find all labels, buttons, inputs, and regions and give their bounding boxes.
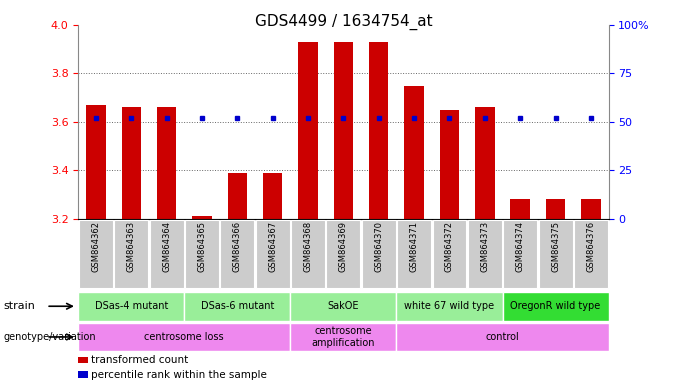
Bar: [468, 220, 502, 288]
Bar: [546, 200, 565, 219]
Bar: [405, 86, 424, 219]
Bar: [396, 292, 503, 321]
Bar: [503, 220, 537, 288]
Text: GSM864375: GSM864375: [551, 221, 560, 272]
Text: GSM864376: GSM864376: [586, 221, 596, 272]
Text: SakOE: SakOE: [328, 301, 359, 311]
Bar: [334, 42, 353, 219]
Text: GDS4499 / 1634754_at: GDS4499 / 1634754_at: [254, 13, 432, 30]
Bar: [150, 220, 184, 288]
Bar: [184, 292, 290, 321]
Bar: [79, 220, 113, 288]
Bar: [78, 371, 88, 378]
Bar: [475, 108, 494, 219]
Text: strain: strain: [3, 301, 35, 311]
Bar: [228, 173, 247, 219]
Bar: [581, 200, 600, 219]
Bar: [299, 42, 318, 219]
Bar: [192, 217, 211, 219]
Text: GSM864369: GSM864369: [339, 221, 348, 272]
Text: GSM864371: GSM864371: [409, 221, 419, 272]
Bar: [397, 220, 431, 288]
Bar: [539, 220, 573, 288]
Bar: [440, 110, 459, 219]
Text: DSas-4 mutant: DSas-4 mutant: [95, 301, 168, 311]
Text: OregonR wild type: OregonR wild type: [511, 301, 600, 311]
Text: GSM864370: GSM864370: [374, 221, 384, 272]
Text: centrosome
amplification: centrosome amplification: [311, 326, 375, 348]
Text: GSM864372: GSM864372: [445, 221, 454, 272]
Text: GSM864374: GSM864374: [515, 221, 525, 272]
Bar: [503, 292, 609, 321]
Bar: [291, 220, 325, 288]
Bar: [432, 220, 466, 288]
Text: GSM864365: GSM864365: [197, 221, 207, 272]
Text: GSM864362: GSM864362: [91, 221, 101, 272]
Bar: [574, 220, 608, 288]
Text: white 67 wild type: white 67 wild type: [405, 301, 494, 311]
Text: GSM864364: GSM864364: [162, 221, 171, 272]
Text: percentile rank within the sample: percentile rank within the sample: [91, 369, 267, 380]
Bar: [396, 323, 609, 351]
Bar: [78, 323, 290, 351]
Text: DSas-6 mutant: DSas-6 mutant: [201, 301, 274, 311]
Text: GSM864366: GSM864366: [233, 221, 242, 272]
Bar: [122, 108, 141, 219]
Bar: [326, 220, 360, 288]
Bar: [114, 220, 148, 288]
Bar: [78, 357, 88, 363]
Bar: [290, 323, 396, 351]
Text: transformed count: transformed count: [91, 355, 189, 365]
Bar: [256, 220, 290, 288]
Bar: [220, 220, 254, 288]
Text: GSM864368: GSM864368: [303, 221, 313, 272]
Bar: [511, 200, 530, 219]
Text: genotype/variation: genotype/variation: [3, 332, 96, 342]
Text: GSM864367: GSM864367: [268, 221, 277, 272]
Text: GSM864373: GSM864373: [480, 221, 490, 272]
Bar: [362, 220, 396, 288]
Bar: [290, 292, 396, 321]
Text: GSM864363: GSM864363: [126, 221, 136, 272]
Bar: [185, 220, 219, 288]
Bar: [78, 292, 184, 321]
Bar: [369, 42, 388, 219]
Bar: [157, 108, 176, 219]
Bar: [263, 173, 282, 219]
Text: control: control: [486, 332, 520, 342]
Bar: [86, 105, 105, 219]
Text: centrosome loss: centrosome loss: [144, 332, 224, 342]
